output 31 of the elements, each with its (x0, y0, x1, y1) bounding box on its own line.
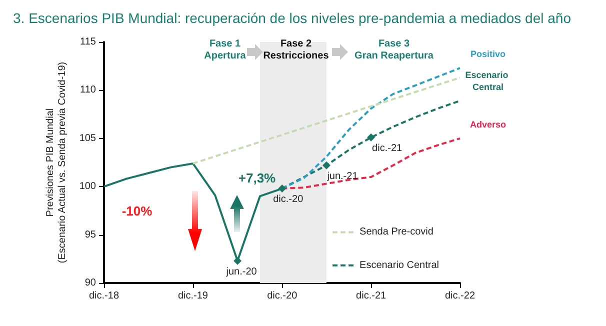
x-tick-label: dic.-22 (444, 290, 476, 302)
annotation: jun.-21 (326, 170, 358, 182)
point (367, 133, 376, 142)
x-tick-label: dic.-20 (267, 290, 298, 302)
x-tick-label: dic.-21 (356, 290, 387, 302)
y-tick-label: 95 (84, 229, 96, 240)
annotation: dic.-20 (273, 194, 304, 206)
annotation: dic.-21 (372, 142, 403, 154)
point (322, 161, 330, 170)
legend-label: Senda Pre-covid (360, 226, 434, 238)
y-tick-label: 105 (79, 132, 96, 144)
y-tick-label: 115 (80, 36, 96, 48)
point (278, 184, 286, 193)
y-axis-title: Previsiones PIB Mundial (Escenario Actual vs. Senda previa Covid-19) (44, 62, 68, 264)
annotation: Fase 1 Apertura (204, 38, 246, 62)
x-tick-label: dic.-19 (178, 290, 208, 302)
annotation: Fase 3 Gran Reapertura (354, 38, 434, 62)
y-tick-label: 110 (80, 84, 96, 96)
y-tick-label: 100 (79, 181, 96, 192)
annotation: -10% (122, 204, 153, 218)
annotation: Escenario Central (465, 70, 511, 92)
y-tick-label: 90 (84, 278, 96, 288)
point (234, 256, 242, 265)
annotation: Fase 2 Restricciones (263, 38, 330, 62)
annotation: Adverso (470, 119, 507, 130)
annotation: Positivo (470, 49, 506, 60)
legend-label: Escenario Central (360, 260, 439, 271)
x-tick-label: dic.-18 (88, 290, 120, 302)
annotation: +7,3% (238, 170, 276, 186)
chart-title: 3. Escenarios PIB Mundial: recuperación de los niveles pre-pandemia a mediados del año (13, 10, 572, 26)
annotation: jun.-20 (225, 266, 258, 278)
